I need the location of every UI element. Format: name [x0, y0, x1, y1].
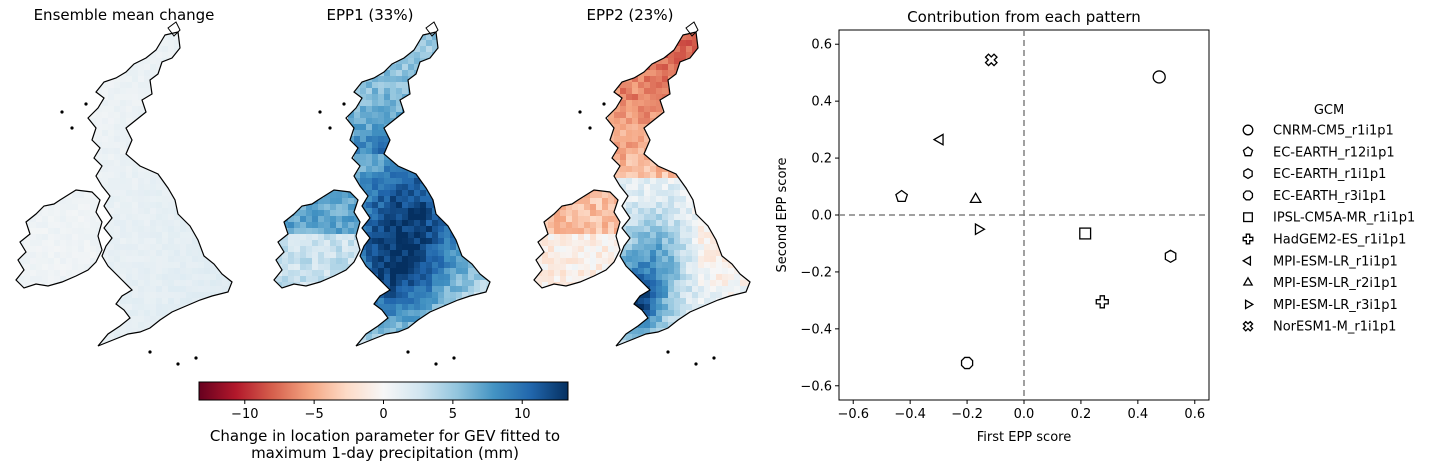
y-tick-label: −0.6 — [800, 379, 832, 394]
island-dot — [60, 110, 64, 114]
island-dot — [434, 362, 438, 366]
legend-marker — [1241, 255, 1252, 267]
legend-marker — [1242, 190, 1254, 201]
map-panel — [533, 21, 751, 366]
data-point — [895, 189, 909, 202]
island-dot — [342, 102, 346, 106]
map-title-epp2: EPP2 (23%) — [586, 6, 674, 24]
legend-marker — [1242, 233, 1254, 245]
data-point — [1079, 227, 1092, 240]
legend-label: NorESM1-M_r1i1p1 — [1273, 320, 1396, 335]
colorbar-tick-label: 10 — [514, 407, 531, 422]
data-point — [932, 133, 944, 146]
legend-label: CNRM-CM5_r1i1p1 — [1273, 124, 1394, 139]
island-dot — [406, 350, 410, 354]
y-tick-label: −0.4 — [800, 322, 832, 337]
legend-marker — [1244, 299, 1255, 310]
island-dot — [602, 102, 606, 106]
data-point — [960, 356, 974, 370]
legend-label: IPSL-CM5A-MR_r1i1p1 — [1273, 211, 1415, 226]
island-dot — [84, 102, 88, 106]
island-dot — [318, 110, 322, 114]
colorbar-tick-label: −10 — [231, 407, 258, 422]
map-panel — [273, 21, 491, 366]
legend-marker — [1242, 146, 1254, 157]
scatter-title: Contribution from each pattern — [907, 8, 1141, 26]
x-tick-label: 0.2 — [1071, 407, 1092, 422]
plot-frame — [838, 29, 1210, 401]
legend-marker — [1242, 124, 1254, 136]
legend-marker — [1242, 320, 1254, 332]
colorbar-label: Change in location parameter for GEV fit… — [170, 428, 600, 462]
y-tick-label: 0.6 — [811, 38, 832, 53]
island-dot — [148, 350, 152, 354]
colorbar-label-line2: maximum 1-day precipitation (mm) — [251, 444, 519, 462]
colorbar-label-line1: Change in location parameter for GEV fit… — [209, 427, 561, 445]
legend-title: GCM — [1314, 103, 1344, 118]
colorbar-tick-label: −5 — [305, 407, 324, 422]
x-tick-label: 0.4 — [1128, 407, 1149, 422]
legend-label: EC-EARTH_r12i1p1 — [1273, 145, 1395, 160]
island-dot — [588, 126, 592, 130]
data-point — [1164, 249, 1177, 264]
data-point — [1152, 70, 1166, 84]
data-point — [974, 222, 986, 236]
x-tick-label: 0.6 — [1184, 407, 1205, 422]
legend-label: EC-EARTH_r3i1p1 — [1273, 189, 1386, 204]
island-dot — [712, 356, 716, 360]
y-tick-label: 0.2 — [811, 152, 832, 167]
x-axis-label: First EPP score — [977, 430, 1071, 445]
island-dot — [666, 350, 670, 354]
data-point — [984, 53, 998, 67]
y-tick-label: −0.2 — [800, 265, 832, 280]
x-tick-label: −0.2 — [951, 407, 983, 422]
legend-marker — [1243, 168, 1253, 180]
island-dot — [194, 356, 198, 360]
legend-label: MPI-ESM-LR_r1i1p1 — [1273, 254, 1398, 269]
data-point — [1095, 295, 1109, 309]
island-dot — [694, 362, 698, 366]
legend-marker — [1242, 276, 1254, 286]
map-panel — [15, 21, 233, 366]
x-tick-label: −0.4 — [894, 407, 926, 422]
data-point — [969, 192, 982, 203]
island-dot — [328, 126, 332, 130]
island-dot — [452, 356, 456, 360]
island-dot — [578, 110, 582, 114]
y-tick-label: 0.0 — [811, 209, 832, 224]
legend-label: EC-EARTH_r1i1p1 — [1273, 167, 1386, 182]
map-title-mean: Ensemble mean change — [33, 6, 215, 24]
map-title-epp1: EPP1 (33%) — [326, 6, 414, 24]
maps-svg: −10 −5 0 5 10 — [15, 21, 751, 422]
island-dot — [176, 362, 180, 366]
legend-label: MPI-ESM-LR_r2i1p1 — [1273, 276, 1398, 291]
colorbar-tick-label: 5 — [449, 407, 457, 422]
x-tick-label: 0.0 — [1014, 407, 1035, 422]
y-tick-label: 0.4 — [811, 95, 832, 110]
island-dot — [70, 126, 74, 130]
colorbar — [198, 381, 569, 401]
colorbar-tick-label: 0 — [379, 407, 387, 422]
x-tick-label: −0.6 — [837, 407, 869, 422]
legend-label: HadGEM2-ES_r1i1p1 — [1273, 233, 1406, 248]
legend-label: MPI-ESM-LR_r3i1p1 — [1273, 298, 1398, 313]
legend-marker — [1243, 212, 1253, 223]
